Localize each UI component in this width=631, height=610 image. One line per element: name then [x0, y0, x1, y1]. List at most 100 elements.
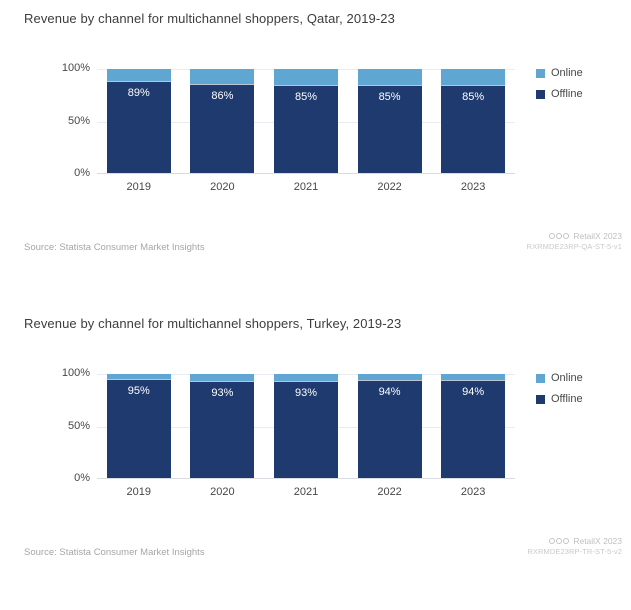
- bar-segment-offline: 86%: [190, 83, 255, 174]
- legend-item-online: Online: [536, 67, 583, 79]
- y-axis-tick: 0%: [74, 472, 90, 484]
- bar-segment-online: [357, 374, 422, 381]
- cc-license-icons: [549, 233, 570, 239]
- bar-2019: 89%: [106, 69, 171, 174]
- bar-value-label: 89%: [127, 86, 150, 99]
- x-axis-line: [97, 173, 515, 174]
- bar-segment-offline: 89%: [106, 80, 171, 174]
- bar-2020: 86%: [190, 69, 255, 174]
- attribution-block: RetailX 2023 RXRMDE23RP-TR-ST-5-v2: [527, 536, 622, 556]
- y-axis-tick: 100%: [61, 62, 90, 74]
- legend-swatch: [536, 394, 545, 404]
- chart-title: Revenue by channel for multichannel shop…: [24, 316, 402, 331]
- cc-icon: [556, 538, 563, 544]
- bar-segment-offline: 93%: [190, 381, 255, 479]
- y-axis-tick: 50%: [67, 419, 90, 432]
- bar-value-label: 94%: [462, 386, 485, 399]
- bar-value-label: 85%: [462, 90, 485, 103]
- bar-segment-offline: 95%: [106, 379, 171, 479]
- document-code: RXRMDE23RP-QA-ST-5-v1: [526, 242, 622, 251]
- x-axis-labels: 2019 2020 2021 2022 2023: [97, 486, 515, 498]
- bar-2023: 85%: [441, 69, 506, 174]
- cc-icon: [549, 538, 556, 544]
- bar-2019: 95%: [106, 374, 171, 479]
- bar-segment-online: [106, 374, 171, 380]
- x-axis-label: 2023: [460, 486, 486, 498]
- bar-segment-offline: 94%: [357, 380, 422, 479]
- bar-value-label: 85%: [294, 90, 317, 103]
- y-axis-ticks: 0% 50% 100%: [62, 62, 515, 179]
- x-axis-label: 2022: [377, 181, 402, 193]
- x-axis-label: 2019: [126, 486, 152, 498]
- legend: Online Offline: [536, 67, 583, 109]
- cc-icon: [556, 233, 563, 239]
- bar-2023: 94%: [441, 374, 506, 479]
- legend-label: Online: [551, 372, 583, 384]
- bar-segment-online: [273, 374, 338, 382]
- turkey-chart-section: Revenue by channel for multichannel shop…: [0, 305, 631, 610]
- plot-area: 95% 93% 93% 94% 94% 0% 50% 100% 2019 2020 2021 20…: [62, 367, 515, 498]
- bar-2022: 94%: [357, 374, 422, 479]
- bar-value-label: 93%: [211, 387, 234, 400]
- bar-segment-online: [441, 69, 506, 85]
- legend: Online Offline: [536, 372, 583, 414]
- x-axis-label: 2021: [293, 181, 319, 193]
- x-axis-label: 2023: [460, 181, 486, 193]
- bar-segment-online: [190, 69, 255, 84]
- bars-container: 95% 93% 93% 94% 94%: [97, 374, 515, 479]
- bar-segment-online: [273, 69, 338, 85]
- y-axis-tick: 0%: [74, 167, 90, 179]
- plot-area: 89% 86% 85% 85% 85% 0% 50% 100% 2019 2020 2021 20…: [62, 62, 515, 193]
- legend-swatch: [536, 89, 545, 99]
- document-code: RXRMDE23RP-TR-ST-5-v2: [527, 547, 622, 556]
- bar-segment-offline: 85%: [273, 84, 338, 174]
- source-note: Source: Statista Consumer Market Insight…: [24, 547, 205, 558]
- bar-value-label: 95%: [127, 385, 150, 398]
- bar-segment-offline: 85%: [441, 84, 506, 174]
- y-axis-tick: 100%: [61, 367, 90, 379]
- legend-label: Offline: [551, 88, 583, 100]
- attribution-text: RetailX 2023: [573, 536, 622, 546]
- bar-segment-online: [357, 69, 422, 85]
- y-axis-tick: 50%: [67, 114, 90, 127]
- attribution-block: RetailX 2023 RXRMDE23RP-QA-ST-5-v1: [527, 231, 622, 251]
- x-axis-label: 2021: [293, 486, 319, 498]
- x-axis-label: 2020: [210, 486, 235, 498]
- attribution-line: RetailX 2023: [527, 536, 622, 546]
- legend-swatch: [536, 373, 545, 383]
- bar-value-label: 86%: [211, 89, 234, 102]
- attribution-text: RetailX 2023: [573, 231, 622, 241]
- legend-item-online: Online: [536, 372, 583, 384]
- cc-icon: [563, 233, 570, 239]
- source-note: Source: Statista Consumer Market Insight…: [24, 242, 205, 253]
- bar-segment-online: [106, 69, 171, 81]
- qatar-chart-section: Revenue by channel for multichannel shop…: [24, 11, 622, 253]
- cc-license-icons: [549, 538, 570, 544]
- bar-2022: 85%: [357, 69, 422, 174]
- cc-icon: [549, 233, 556, 239]
- bar-segment-offline: 93%: [273, 381, 338, 479]
- bar-value-label: 94%: [378, 386, 401, 399]
- bar-2021: 93%: [273, 374, 338, 479]
- bar-value-label: 85%: [378, 90, 401, 103]
- bar-value-label: 93%: [294, 387, 317, 400]
- attribution-line: RetailX 2023: [527, 231, 622, 241]
- legend-label: Online: [551, 67, 583, 79]
- legend-label: Offline: [551, 393, 583, 405]
- y-axis-ticks: 0% 50% 100%: [62, 367, 515, 484]
- x-axis-label: 2022: [377, 486, 402, 498]
- bar-segment-online: [190, 374, 255, 382]
- legend-item-offline: Offline: [536, 393, 583, 405]
- legend-item-offline: Offline: [536, 88, 583, 100]
- x-axis-labels: 2019 2020 2021 2022 2023: [97, 181, 515, 193]
- chart-title: Revenue by channel for multichannel shop…: [24, 11, 395, 26]
- bar-segment-online: [441, 374, 506, 381]
- cc-icon: [563, 538, 570, 544]
- bar-2021: 85%: [273, 69, 338, 174]
- legend-swatch: [536, 68, 545, 78]
- x-axis-line: [97, 478, 515, 479]
- bar-segment-offline: 85%: [357, 84, 422, 174]
- x-axis-label: 2020: [210, 181, 235, 193]
- bar-2020: 93%: [190, 374, 255, 479]
- bar-segment-offline: 94%: [441, 380, 506, 479]
